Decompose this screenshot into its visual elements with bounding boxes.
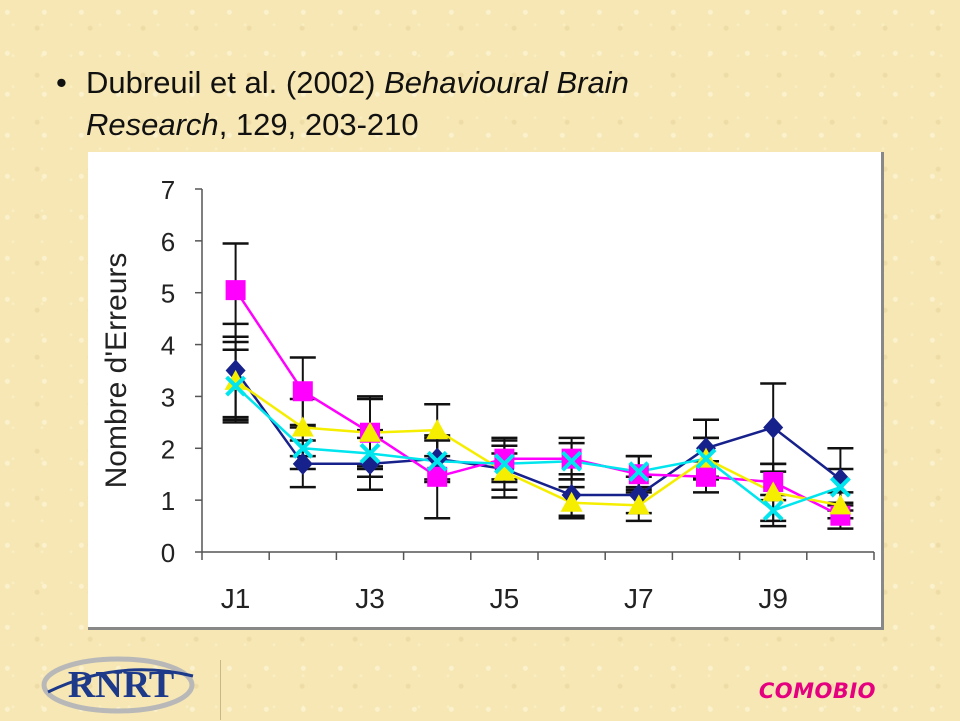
data-point-stroke bbox=[762, 500, 784, 521]
data-point-stroke bbox=[225, 375, 247, 397]
axes: 0 1 2 3 4 5 6 7 J1 J3 J5 J7 J9 Nombre d'Erreurs bbox=[100, 175, 875, 614]
data-point bbox=[762, 500, 784, 521]
citation-journal-part2: Research bbox=[86, 107, 219, 142]
data-point bbox=[493, 453, 515, 475]
data-point bbox=[359, 443, 381, 464]
y-tick-label: 7 bbox=[161, 175, 175, 205]
x-tick-label: J1 bbox=[221, 583, 251, 614]
y-tick-label: 3 bbox=[161, 382, 175, 412]
data-point bbox=[292, 437, 314, 459]
x-tick-label: J7 bbox=[624, 583, 654, 614]
data-point bbox=[561, 450, 583, 472]
y-tick-label: 6 bbox=[161, 227, 175, 257]
series-line-2 bbox=[234, 289, 841, 517]
data-point bbox=[292, 452, 313, 475]
data-point bbox=[493, 460, 516, 481]
data-point-stroke bbox=[426, 450, 448, 472]
citation-text: Dubreuil et al. (2002) Behavioural Brain… bbox=[86, 62, 906, 146]
citation-details: , 129, 203-210 bbox=[218, 107, 419, 142]
data-point-stroke bbox=[493, 453, 515, 475]
series-line-1 bbox=[234, 369, 842, 497]
data-point bbox=[225, 280, 246, 301]
rnrt-logo: RNRT bbox=[38, 652, 203, 716]
y-tick-label: 5 bbox=[161, 279, 175, 309]
series-line-4 bbox=[234, 385, 841, 512]
y-tick-label: 4 bbox=[161, 331, 175, 361]
data-point bbox=[292, 381, 313, 402]
data-point bbox=[628, 461, 650, 483]
x-tick-label: J9 bbox=[758, 583, 788, 614]
data-point bbox=[829, 476, 851, 498]
series-line-3 bbox=[234, 379, 841, 507]
data-point bbox=[762, 481, 785, 502]
y-axis-label: Nombre d'Erreurs bbox=[100, 253, 133, 489]
data-point-stroke bbox=[359, 443, 381, 464]
citation-authors: Dubreuil et al. (2002) bbox=[86, 65, 385, 100]
citation-journal-part1: Behavioural Brain bbox=[384, 65, 629, 100]
brand-label: COMOBIO bbox=[758, 679, 876, 703]
data-point bbox=[225, 375, 247, 397]
data-point bbox=[426, 419, 449, 440]
data-point bbox=[359, 421, 381, 442]
logo-text: RNRT bbox=[68, 664, 174, 706]
data-point-stroke bbox=[829, 476, 851, 498]
y-tick-label: 0 bbox=[161, 538, 175, 568]
data-point bbox=[291, 416, 314, 437]
x-tick-label: J3 bbox=[355, 583, 385, 614]
series-layer bbox=[222, 242, 854, 530]
chart-panel: 0 1 2 3 4 5 6 7 J1 J3 J5 J7 J9 Nombre d'Erreurs bbox=[88, 152, 884, 630]
data-point bbox=[763, 416, 784, 439]
x-tick-label: J5 bbox=[490, 583, 520, 614]
data-point bbox=[426, 450, 448, 472]
data-point-stroke bbox=[628, 461, 650, 483]
data-point bbox=[829, 494, 852, 515]
data-point bbox=[494, 448, 515, 469]
y-tick-label: 2 bbox=[161, 434, 175, 464]
data-point-stroke bbox=[695, 448, 717, 470]
data-point-stroke bbox=[561, 450, 583, 472]
data-point bbox=[695, 448, 717, 470]
data-point-stroke bbox=[292, 437, 314, 459]
data-point bbox=[224, 369, 247, 390]
data-point bbox=[427, 466, 448, 487]
bullet: • bbox=[56, 65, 67, 100]
errors-line-chart: 0 1 2 3 4 5 6 7 J1 J3 J5 J7 J9 Nombre d'Erreurs bbox=[100, 175, 875, 614]
data-point bbox=[560, 491, 583, 512]
logo-divider bbox=[220, 660, 221, 720]
data-point bbox=[627, 494, 650, 515]
y-tick-label: 1 bbox=[161, 486, 175, 516]
data-point bbox=[696, 466, 716, 487]
